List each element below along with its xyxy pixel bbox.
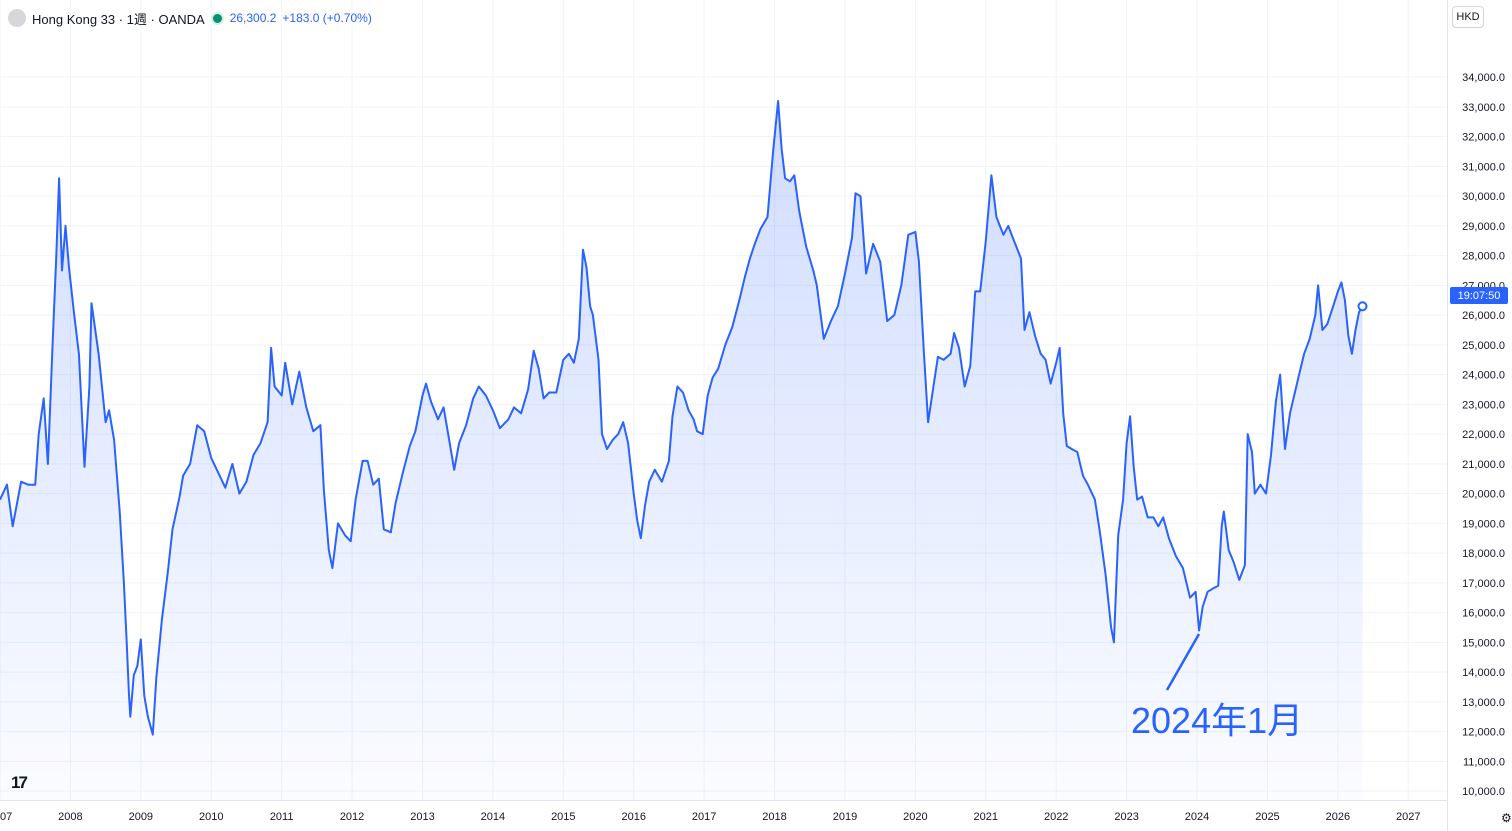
price-change: +183.0 (+0.70%) [282, 11, 372, 25]
x-tick-label: 2025 [1255, 811, 1279, 823]
market-status-icon [210, 11, 224, 25]
y-tick-label: 26,000.0 [1462, 310, 1505, 322]
y-tick-label: 12,000.0 [1462, 727, 1505, 739]
x-tick-label: 2016 [621, 811, 645, 823]
x-tick-label: 2009 [129, 811, 153, 823]
y-tick-label: 28,000.0 [1462, 251, 1505, 263]
y-tick-label: 24,000.0 [1462, 370, 1505, 382]
y-tick-label: 15,000.0 [1462, 637, 1505, 649]
y-tick-label: 18,000.0 [1462, 548, 1505, 560]
y-tick-label: 11,000.0 [1463, 756, 1505, 768]
x-tick-label: 2021 [974, 811, 998, 823]
last-price-marker [1357, 301, 1368, 312]
y-tick-label: 14,000.0 [1462, 667, 1505, 679]
x-axis[interactable]: 2007 2008 2009 2010 2011 2012 2013 2014 2015 2016… [0, 811, 1421, 823]
y-tick-label: 13,000.0 [1462, 697, 1505, 709]
x-tick-label: 2023 [1114, 811, 1138, 823]
tradingview-logo-icon[interactable]: 17 [11, 773, 28, 792]
x-tick-label: 2012 [340, 811, 364, 823]
y-tick-label: 33,000.0 [1462, 102, 1505, 114]
y-tick-label: 22,000.0 [1462, 429, 1505, 441]
currency-button[interactable]: HKD [1452, 6, 1484, 28]
last-price: 26,300.2 [229, 11, 277, 25]
symbol-title[interactable]: Hong Kong 33 · 1週 · OANDA [32, 11, 205, 27]
y-tick-label: 25,000.0 [1462, 340, 1505, 352]
x-tick-label: 2024 [1185, 811, 1209, 823]
y-tick-label: 29,000.0 [1462, 221, 1505, 233]
x-tick-label: 2027 [1396, 811, 1420, 823]
y-tick-label: 16,000.0 [1462, 608, 1505, 620]
y-tick-label: 21,000.0 [1462, 459, 1505, 471]
chart-header: Hong Kong 33 · 1週 · OANDA 26,300.2 +183.… [8, 8, 372, 28]
x-tick-label: 2013 [410, 811, 434, 823]
countdown-badge: 19:07:50 [1450, 287, 1508, 304]
x-tick-label: 2019 [833, 811, 857, 823]
x-tick-label: 2015 [551, 811, 575, 823]
x-tick-label: 2022 [1044, 811, 1068, 823]
y-tick-label: 34,000.0 [1462, 72, 1505, 84]
y-tick-label: 19,000.0 [1462, 518, 1505, 530]
symbol-logo-icon [8, 9, 26, 27]
x-tick-label: 2010 [199, 811, 223, 823]
x-tick-label: 2007 [0, 811, 12, 823]
y-tick-label: 10,000.0 [1462, 786, 1505, 798]
gear-icon[interactable]: ⚙ [1501, 811, 1512, 825]
y-tick-label: 32,000.0 [1462, 132, 1505, 144]
x-tick-label: 2018 [762, 811, 786, 823]
x-tick-label: 2014 [481, 811, 505, 823]
y-tick-label: 30,000.0 [1462, 191, 1505, 203]
x-tick-label: 2017 [692, 811, 716, 823]
annotation-label: 2024年1月 [1131, 700, 1303, 741]
y-tick-label: 23,000.0 [1462, 399, 1505, 411]
price-area-fill [0, 101, 1363, 800]
x-tick-label: 2020 [903, 811, 927, 823]
x-tick-label: 2011 [270, 811, 294, 823]
y-tick-label: 20,000.0 [1462, 489, 1505, 501]
y-axis[interactable]: 10,000.0 11,000.0 12,000.0 13,000.0 14,000.0… [1462, 72, 1505, 798]
y-tick-label: 17,000.0 [1462, 578, 1505, 590]
x-tick-label: 2026 [1326, 811, 1350, 823]
x-tick-label: 2008 [58, 811, 82, 823]
price-series-line [0, 100, 1364, 736]
annotation-arrow [1165, 633, 1201, 691]
y-tick-label: 31,000.0 [1462, 161, 1505, 173]
